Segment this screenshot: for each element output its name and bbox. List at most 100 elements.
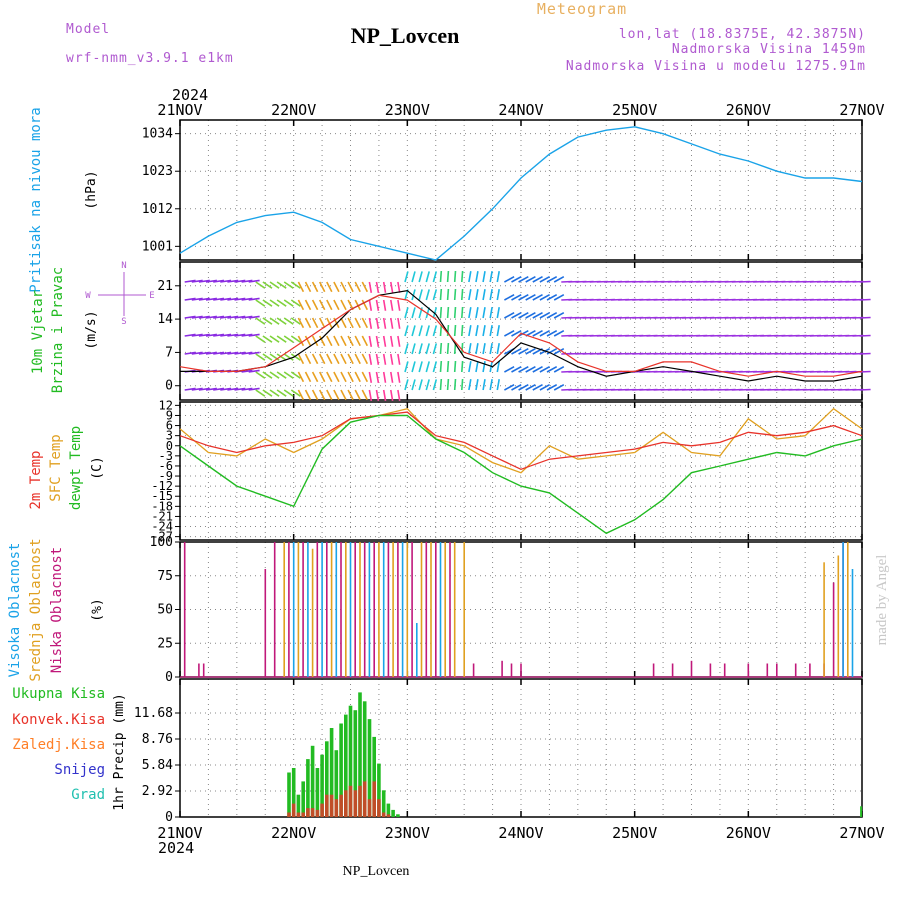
wind-arrow [347, 371, 354, 383]
wind-arrow [432, 343, 438, 355]
wind-arrow [184, 297, 196, 301]
wind-arrow [227, 351, 239, 355]
wind-arrow [283, 299, 294, 307]
precip-total-bar [362, 701, 367, 817]
wind-arrow [340, 335, 347, 347]
wind-arrow [468, 361, 472, 373]
wind-arrow [546, 275, 558, 283]
wind-arrow [318, 371, 326, 383]
model-elevation-label: Nadmorska Visina u modelu 1275.91m [566, 59, 866, 74]
date-tick-label-top: 23NOV [385, 101, 430, 119]
wind-arrow [340, 281, 347, 293]
precip-conv-bar [381, 812, 386, 817]
precip-total-bar [329, 728, 334, 817]
wind-arrow [504, 275, 515, 283]
wind-arrow [475, 325, 479, 337]
wind-arrow [518, 275, 529, 283]
y-tick-label: 0 [165, 379, 173, 394]
wind-arrow [248, 297, 260, 301]
wind-arrow [227, 333, 239, 337]
pressure-unit: (hPa) [84, 170, 99, 209]
cloud-label-mid: Srednja Oblacnost [28, 538, 44, 681]
wind-arrow [859, 352, 871, 355]
wind-arrow [375, 281, 380, 293]
wind-arrow [354, 317, 361, 329]
wind-arrow [205, 387, 218, 391]
wind-arrow [859, 388, 871, 391]
coords-label: lon,lat (18.8375E, 42.3875N) [619, 27, 866, 42]
wind-arrow [525, 275, 536, 283]
wind-arrow [532, 365, 543, 373]
wind-arrow [375, 317, 380, 329]
wind-arrow [227, 279, 239, 283]
date-tick-label-top: 25NOV [612, 101, 657, 119]
wind-arrow [213, 387, 225, 391]
wind-arrow [326, 299, 333, 311]
wind-arrow [318, 317, 326, 329]
pressure-line [179, 126, 863, 261]
precip-total-bar [344, 714, 348, 817]
y-tick-label: -9 [159, 469, 173, 483]
y-tick-label: -18 [151, 499, 173, 513]
wind-arrow [425, 343, 430, 355]
wind-arrow [511, 275, 522, 283]
wind-arrow [496, 325, 500, 337]
wind-arrow [553, 383, 565, 391]
wind-arrow [276, 371, 287, 379]
wind-arrow [318, 389, 326, 401]
wind-arrow [333, 353, 340, 365]
wind-arrow [411, 379, 416, 391]
wind-arrow [539, 311, 550, 319]
date-tick-label-bottom: 23NOV [385, 824, 430, 842]
wind-arrow [276, 353, 287, 361]
wind-arrow [241, 333, 253, 337]
precip-total-bar [339, 723, 343, 817]
elevation-label: Nadmorska Visina 1459m [672, 42, 866, 57]
wind-arrow [397, 371, 401, 383]
wind-arrow [248, 315, 260, 319]
model-label: Model [66, 22, 110, 37]
wind-arrow [489, 307, 493, 319]
wind-arrow [382, 281, 387, 293]
wind-arrow [241, 315, 253, 319]
y-tick-label: 1034 [142, 127, 173, 142]
wind-arrow [461, 360, 464, 373]
wind-arrow [482, 307, 486, 319]
wind-arrow [361, 371, 369, 383]
precip-total-bar [287, 772, 291, 817]
y-tick-label: 7 [165, 345, 173, 360]
wind-arrow [375, 299, 380, 311]
wind-arrow [439, 306, 443, 319]
wind-arrow [375, 353, 380, 365]
wind-arrow [276, 281, 287, 289]
wind-arrow [411, 343, 416, 355]
wind-arrow [439, 288, 443, 301]
wind-arrow [453, 360, 457, 373]
wind-gust-line [179, 294, 863, 377]
wind-arrow [397, 281, 401, 293]
precip-total-bar [306, 759, 310, 817]
y-tick-label: 8.76 [142, 732, 173, 747]
y-tick-label: 50 [157, 603, 173, 618]
wind-arrow [290, 353, 301, 361]
wind-arrow [269, 389, 280, 397]
wind-arrow [411, 361, 416, 373]
year-bottom: 2024 [158, 839, 194, 857]
wind-arrow [511, 329, 522, 337]
wind-arrow [532, 275, 543, 283]
wind-arrow [482, 271, 486, 283]
cloud-label-high: Visoka Oblacnost [7, 543, 23, 678]
y-tick-label: -24 [151, 520, 173, 534]
wind-arrow [213, 297, 225, 301]
wind-arrow [511, 383, 522, 391]
wind-arrow [318, 335, 326, 347]
wind-arrow [241, 369, 253, 373]
wind-arrow [475, 361, 479, 373]
wind-arrow [382, 299, 387, 311]
y-tick-label: 2.92 [142, 784, 173, 799]
wind-arrow [411, 289, 416, 301]
wind-arrow [539, 293, 550, 301]
wind-arrow [539, 329, 550, 337]
wind-arrow [525, 293, 536, 301]
wind-arrow [333, 389, 340, 401]
